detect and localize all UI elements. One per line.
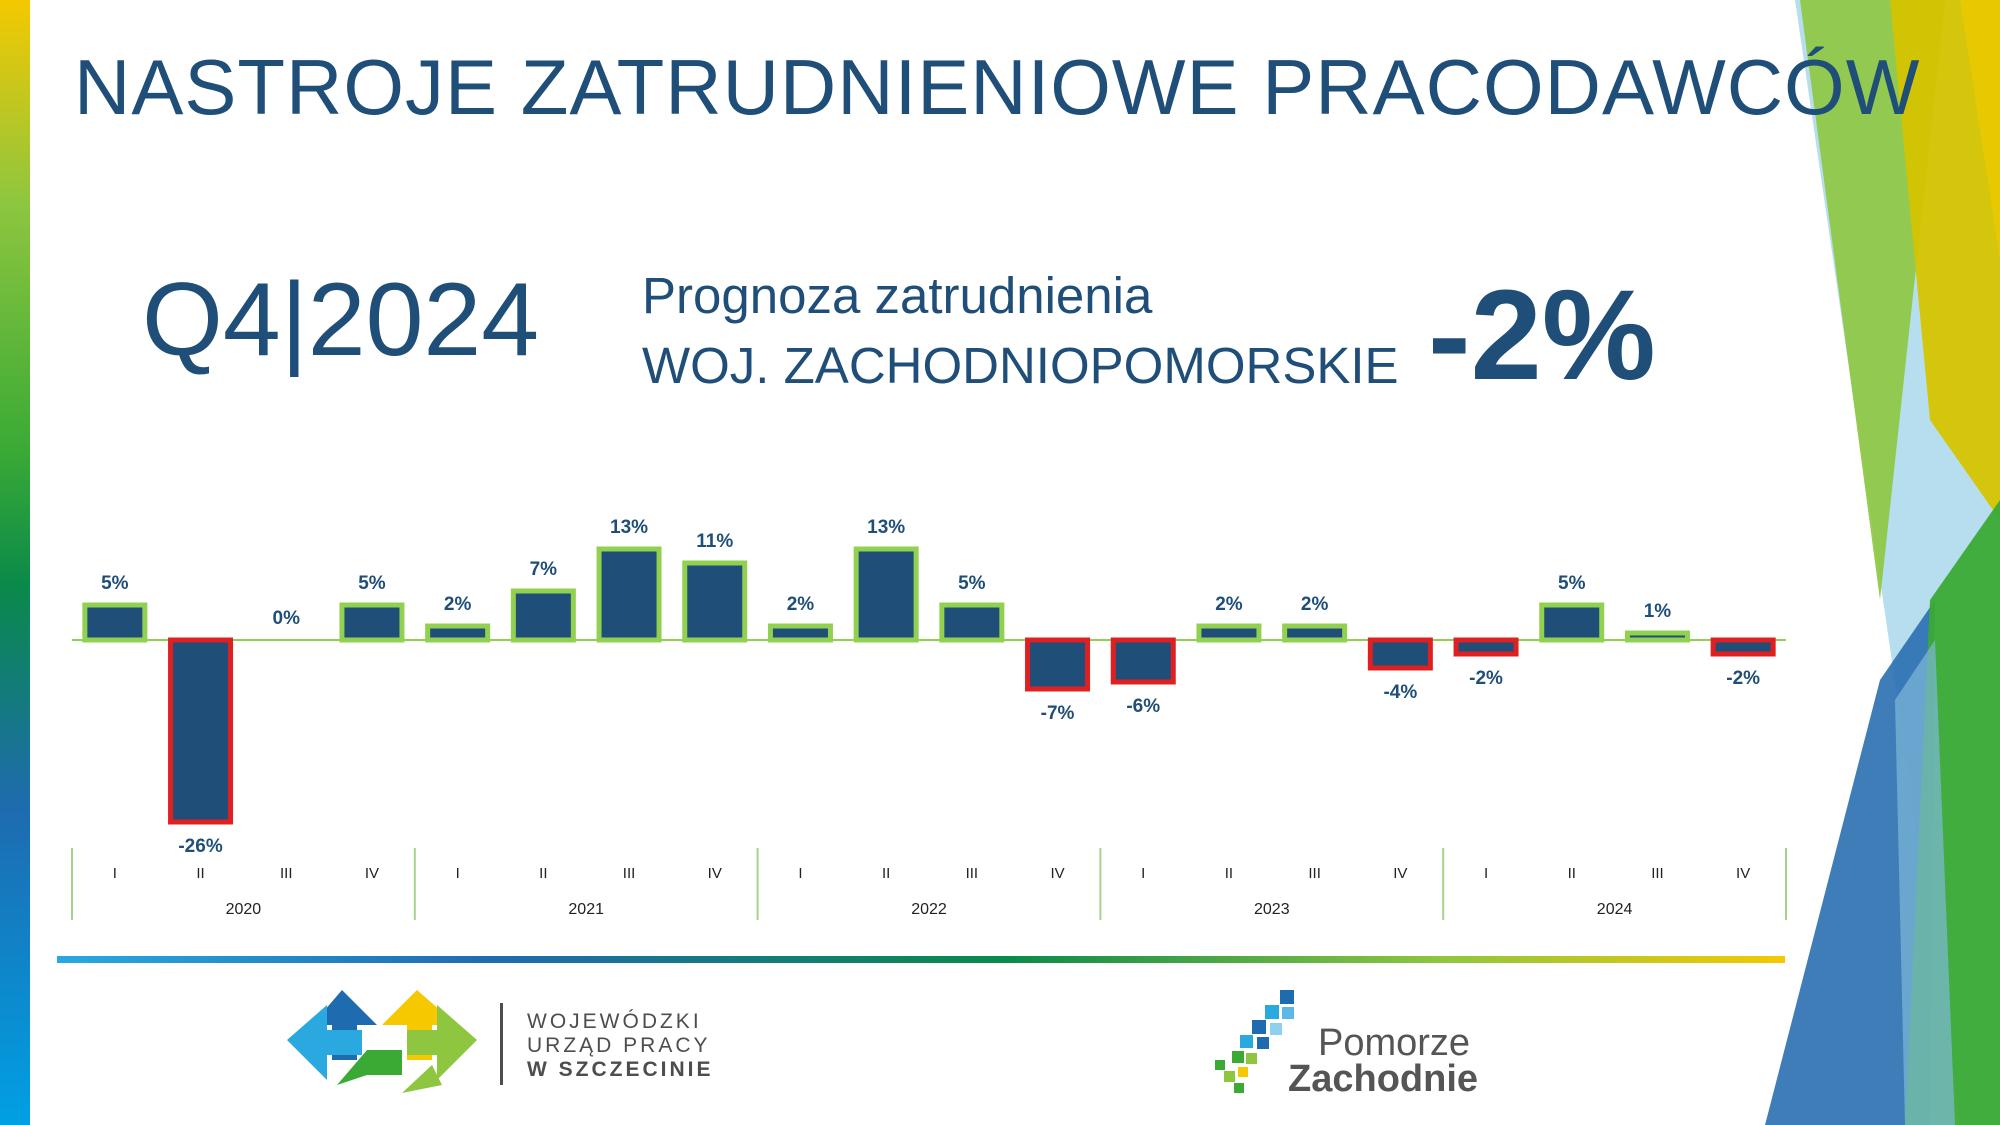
pomorze-zachodnie-logo <box>1215 990 1294 1093</box>
bar <box>1367 637 1433 671</box>
subtitle-region: WOJ. ZACHODNIOPOMORSKIE <box>642 337 1399 394</box>
bar <box>425 623 491 643</box>
data-label: 5% <box>958 573 986 594</box>
wup-name-line1: WOJEWÓDZKI <box>527 1010 702 1033</box>
data-label: 2% <box>787 594 815 615</box>
bar <box>853 546 919 643</box>
year-tick-label: 2021 <box>568 901 604 918</box>
bar <box>339 602 405 643</box>
data-label: -4% <box>1383 682 1417 703</box>
quarter-tick-label: IV <box>1736 865 1750 882</box>
data-label: 2% <box>1215 594 1243 615</box>
quarter-tick-label: III <box>280 865 293 882</box>
bar <box>1110 637 1176 685</box>
data-label: 5% <box>101 573 129 594</box>
bar <box>1453 637 1519 657</box>
bar <box>1710 637 1776 657</box>
bar <box>939 602 1005 643</box>
year-tick-label: 2024 <box>1597 901 1633 918</box>
quarter-tick-label: I <box>1141 865 1145 882</box>
quarter-label: Q4|2024 <box>142 262 540 378</box>
data-label: 1% <box>1644 601 1672 622</box>
data-label: 2% <box>444 594 472 615</box>
quarter-tick-label: IV <box>1393 865 1407 882</box>
left-gradient-strip <box>0 0 30 1125</box>
quarter-tick-label: II <box>1225 865 1233 882</box>
quarter-tick-label: III <box>966 865 979 882</box>
bar <box>82 602 148 643</box>
bar <box>168 637 234 825</box>
quarter-tick-label: II <box>882 865 890 882</box>
data-label: -2% <box>1469 668 1503 689</box>
year-tick-label: 2023 <box>1254 901 1290 918</box>
data-label: 2% <box>1301 594 1329 615</box>
data-label: 11% <box>696 531 733 552</box>
quarter-tick-label: II <box>196 865 204 882</box>
quarter-tick-label: III <box>1308 865 1321 882</box>
quarter-tick-label: II <box>539 865 547 882</box>
quarter-tick-label: I <box>113 865 117 882</box>
quarter-tick-label: I <box>1484 865 1488 882</box>
page-title: NASTROJE ZATRUDNIENIOWE PRACODAWCÓW <box>74 43 1921 131</box>
data-label: 5% <box>1558 573 1586 594</box>
bar <box>1282 623 1348 643</box>
quarter-tick-label: IV <box>365 865 379 882</box>
data-label: 13% <box>867 517 905 538</box>
data-label: -7% <box>1041 703 1075 724</box>
quarter-tick-label: IV <box>708 865 722 882</box>
wup-name-line3: W SZCZECINIE <box>527 1058 714 1081</box>
quarter-tick-label: IV <box>1050 865 1064 882</box>
gradient-divider <box>57 956 1785 963</box>
data-label: -26% <box>178 836 222 857</box>
quarter-tick-label: II <box>1568 865 1576 882</box>
subtitle-forecast: Prognoza zatrudnienia <box>642 267 1153 324</box>
pz-name-line2: Zachodnie <box>1288 1058 1479 1100</box>
quarter-tick-label: I <box>798 865 802 882</box>
quarter-tick-label: III <box>1651 865 1664 882</box>
bar <box>596 546 662 643</box>
data-label: 0% <box>273 608 301 629</box>
data-label: 5% <box>358 573 386 594</box>
wup-logo <box>287 990 477 1093</box>
data-label: -6% <box>1126 696 1160 717</box>
headline-value: -2% <box>1428 264 1656 407</box>
year-tick-label: 2022 <box>911 901 947 918</box>
bar <box>1025 637 1091 692</box>
bar <box>1624 630 1690 643</box>
bar <box>1196 623 1262 643</box>
bar <box>510 588 576 643</box>
data-label: 7% <box>530 559 558 580</box>
year-tick-label: 2020 <box>226 901 262 918</box>
data-label: -2% <box>1726 668 1760 689</box>
logo-divider <box>500 1003 503 1085</box>
pz-name-line1: Pomorze <box>1318 1022 1471 1064</box>
bar <box>682 560 748 643</box>
data-label: 13% <box>610 517 648 538</box>
quarter-tick-label: I <box>456 865 460 882</box>
bar <box>767 623 833 643</box>
bar <box>1539 602 1605 643</box>
quarter-tick-label: III <box>623 865 636 882</box>
wup-name-line2: URZĄD PRACY <box>527 1034 711 1057</box>
